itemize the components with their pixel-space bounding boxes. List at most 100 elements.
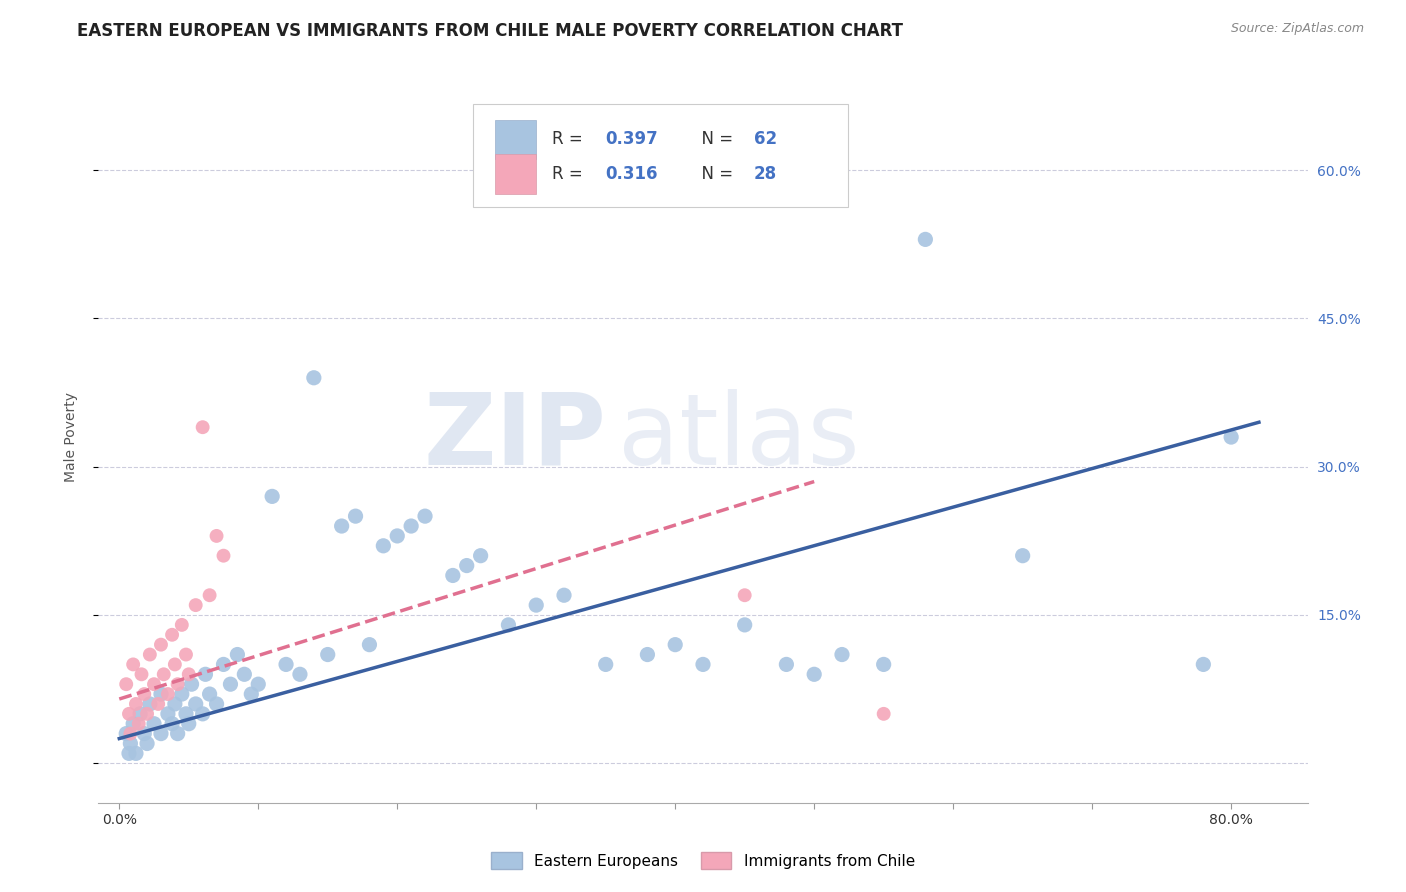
Point (122, 657, 145, 672)
Point (115, 677, 138, 691)
Point (413, 509, 436, 524)
Point (174, 706, 197, 721)
Point (194, 667, 217, 681)
Point (163, 697, 186, 711)
Text: atlas: atlas (619, 389, 860, 485)
Point (240, 687, 263, 701)
Point (128, 716, 150, 731)
Point (166, 726, 188, 740)
Point (156, 706, 179, 721)
Point (115, 726, 138, 740)
Point (692, 657, 714, 672)
Point (136, 737, 159, 751)
Point (148, 697, 170, 711)
Point (163, 657, 186, 672)
Y-axis label: Male Poverty: Male Poverty (63, 392, 77, 482)
Point (143, 677, 166, 691)
Point (359, 638, 381, 652)
Point (184, 598, 207, 612)
Point (873, 706, 896, 721)
Point (184, 697, 207, 711)
Point (233, 667, 256, 681)
Point (156, 687, 179, 701)
Point (1011, 549, 1033, 563)
Point (498, 618, 520, 632)
Point (456, 558, 478, 573)
Point (174, 648, 197, 662)
Point (262, 489, 284, 503)
Point (344, 509, 367, 524)
Point (125, 747, 148, 761)
Text: ZIP: ZIP (423, 389, 606, 485)
Text: R =: R = (551, 130, 588, 148)
Point (131, 667, 153, 681)
Point (831, 648, 853, 662)
Point (636, 648, 658, 662)
Point (120, 737, 142, 751)
Point (139, 648, 162, 662)
Point (143, 716, 166, 731)
Point (149, 638, 172, 652)
Point (399, 519, 422, 533)
Point (775, 657, 797, 672)
Point (553, 588, 575, 602)
Point (247, 677, 270, 691)
Text: EASTERN EUROPEAN VS IMMIGRANTS FROM CHILE MALE POVERTY CORRELATION CHART: EASTERN EUROPEAN VS IMMIGRANTS FROM CHIL… (77, 22, 903, 40)
Point (1220, 430, 1243, 444)
Point (1192, 657, 1215, 672)
Point (205, 697, 228, 711)
Point (316, 648, 339, 662)
Point (914, 232, 936, 246)
Point (198, 687, 221, 701)
Point (191, 420, 214, 434)
Point (387, 529, 409, 543)
Point (136, 706, 159, 721)
Point (470, 549, 492, 563)
FancyBboxPatch shape (474, 104, 848, 207)
Point (205, 529, 228, 543)
Text: Source: ZipAtlas.com: Source: ZipAtlas.com (1230, 22, 1364, 36)
Point (170, 618, 193, 632)
Point (274, 657, 297, 672)
Point (212, 549, 235, 563)
Text: 0.397: 0.397 (605, 130, 658, 148)
Point (177, 716, 200, 731)
Text: 62: 62 (754, 130, 778, 148)
Point (595, 657, 617, 672)
FancyBboxPatch shape (495, 120, 536, 159)
Point (288, 667, 311, 681)
Point (118, 706, 141, 721)
Point (180, 677, 202, 691)
Point (134, 726, 156, 740)
Point (373, 539, 395, 553)
Point (734, 588, 756, 602)
Point (120, 726, 142, 740)
Text: R =: R = (551, 165, 588, 183)
Point (198, 588, 221, 602)
Point (330, 519, 353, 533)
Point (149, 687, 172, 701)
Point (122, 716, 145, 731)
Point (524, 598, 547, 612)
Point (441, 568, 464, 582)
Point (139, 697, 162, 711)
Point (734, 618, 756, 632)
Point (873, 657, 896, 672)
Legend: Eastern Europeans, Immigrants from Chile: Eastern Europeans, Immigrants from Chile (485, 846, 921, 875)
Point (160, 628, 183, 642)
Text: N =: N = (690, 130, 738, 148)
Point (177, 667, 200, 681)
Point (149, 726, 172, 740)
Point (152, 667, 174, 681)
Point (302, 371, 325, 385)
FancyBboxPatch shape (495, 154, 536, 194)
Point (226, 648, 249, 662)
Point (212, 657, 235, 672)
Point (219, 677, 242, 691)
Text: 28: 28 (754, 165, 778, 183)
Point (129, 706, 152, 721)
Point (118, 747, 141, 761)
Text: N =: N = (690, 165, 738, 183)
Point (803, 667, 825, 681)
Point (191, 706, 214, 721)
